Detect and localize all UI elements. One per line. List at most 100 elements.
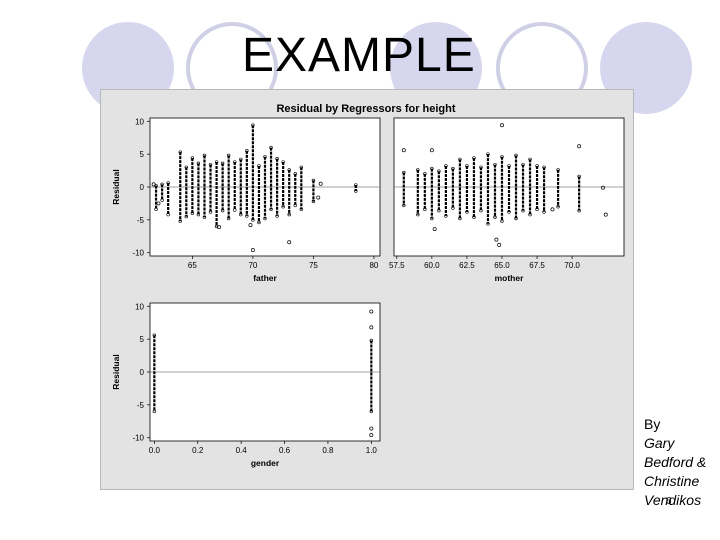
residual-point bbox=[184, 165, 189, 169]
residual-point bbox=[178, 219, 182, 223]
residual-point bbox=[217, 225, 221, 230]
residual-point bbox=[214, 160, 219, 164]
residual-point bbox=[444, 164, 448, 168]
residual-point bbox=[369, 409, 374, 414]
residual-point bbox=[281, 205, 285, 209]
residual-point bbox=[152, 333, 157, 337]
residual-point bbox=[472, 156, 476, 160]
residual-point bbox=[318, 181, 323, 186]
y-tick-label: 0 bbox=[140, 183, 145, 192]
residual-point bbox=[500, 155, 504, 159]
residual-point bbox=[202, 153, 207, 158]
residual-point bbox=[257, 220, 261, 225]
residual-point bbox=[293, 172, 297, 176]
residual-point bbox=[166, 181, 170, 185]
residual-point bbox=[269, 145, 273, 150]
residual-point bbox=[444, 214, 448, 218]
residual-point bbox=[245, 149, 249, 153]
slide-title: EXAMPLE bbox=[242, 29, 476, 82]
residual-point bbox=[430, 166, 434, 171]
residual-point bbox=[465, 210, 469, 214]
residual-point bbox=[160, 198, 164, 202]
residual-point bbox=[239, 157, 243, 162]
y-axis-label: Residual bbox=[111, 354, 121, 389]
x-axis-label: mother bbox=[495, 273, 525, 283]
residual-point bbox=[429, 148, 434, 153]
residual-point bbox=[166, 212, 170, 217]
x-tick-label: 0.4 bbox=[236, 446, 248, 455]
residual-point bbox=[152, 409, 157, 414]
residual-point bbox=[239, 212, 243, 217]
x-tick-label: 70.0 bbox=[564, 261, 580, 270]
y-tick-label: 10 bbox=[135, 117, 144, 126]
x-tick-label: 0.6 bbox=[279, 446, 291, 455]
residual-point bbox=[486, 222, 490, 226]
residual-point bbox=[528, 212, 532, 217]
x-tick-label: 1.0 bbox=[366, 446, 378, 455]
residual-point bbox=[226, 216, 231, 221]
residual-point bbox=[494, 237, 499, 242]
residual-point bbox=[402, 203, 406, 208]
residual-point bbox=[299, 207, 304, 212]
residual-point bbox=[437, 208, 441, 213]
residual-point bbox=[202, 215, 207, 219]
x-axis-label: gender bbox=[251, 458, 280, 468]
page-number: 6 bbox=[666, 496, 672, 507]
x-tick-label: 75 bbox=[309, 261, 318, 270]
residual-point bbox=[178, 150, 182, 154]
x-tick-label: 60.0 bbox=[424, 261, 440, 270]
residual-point bbox=[542, 210, 546, 214]
residual-figure: Residual by Regressors for height 65 70 75… bbox=[100, 89, 634, 490]
x-tick-label: 62.5 bbox=[459, 261, 475, 270]
residual-point bbox=[535, 164, 539, 168]
residual-point bbox=[287, 168, 291, 172]
residual-point bbox=[269, 207, 273, 212]
residual-point bbox=[556, 205, 560, 209]
residual-point bbox=[479, 165, 483, 169]
residual-point bbox=[220, 208, 225, 213]
residual-point bbox=[281, 160, 285, 164]
residual-point bbox=[220, 161, 225, 166]
residual-point bbox=[160, 182, 164, 187]
residual-point bbox=[542, 165, 546, 169]
residual-point bbox=[245, 214, 249, 218]
residual-point bbox=[556, 168, 560, 172]
residual-point bbox=[423, 172, 427, 176]
y-tick-label: -10 bbox=[132, 434, 144, 443]
residual-point bbox=[514, 216, 518, 221]
x-tick-label: 57.5 bbox=[389, 261, 405, 270]
x-tick-label: 80 bbox=[369, 261, 378, 270]
residual-point bbox=[250, 248, 255, 253]
residual-point bbox=[493, 162, 497, 167]
residual-point bbox=[151, 182, 156, 187]
residual-point bbox=[458, 157, 462, 162]
author-credit: By Gary Bedford & Christine Vendikos bbox=[644, 415, 706, 510]
residual-point bbox=[184, 214, 189, 219]
residual-point bbox=[577, 174, 581, 179]
credit-by: By bbox=[644, 416, 661, 432]
residual-point bbox=[451, 206, 455, 210]
residual-point bbox=[311, 178, 316, 183]
residual-point bbox=[233, 160, 237, 164]
residual-point bbox=[156, 201, 161, 206]
x-tick-label: 70 bbox=[248, 261, 257, 270]
x-tick-label: 0.8 bbox=[322, 446, 334, 455]
residual-point bbox=[287, 240, 292, 245]
residual-point bbox=[251, 218, 255, 222]
residual-plot-svg: Residual by Regressors for height 65 70 75… bbox=[111, 103, 625, 468]
residual-point bbox=[251, 123, 255, 127]
residual-point bbox=[472, 215, 476, 219]
residual-point bbox=[493, 215, 497, 219]
residual-point bbox=[369, 433, 374, 438]
residual-point bbox=[500, 123, 504, 128]
residual-point bbox=[369, 309, 374, 314]
residual-point bbox=[208, 162, 213, 167]
residual-point bbox=[507, 164, 511, 168]
y-tick-label: 5 bbox=[140, 335, 145, 344]
residual-point bbox=[154, 207, 158, 212]
residual-point bbox=[423, 207, 427, 212]
residual-point bbox=[226, 153, 231, 158]
residual-point bbox=[521, 208, 525, 213]
residual-point bbox=[354, 189, 358, 193]
residual-point bbox=[577, 144, 582, 149]
